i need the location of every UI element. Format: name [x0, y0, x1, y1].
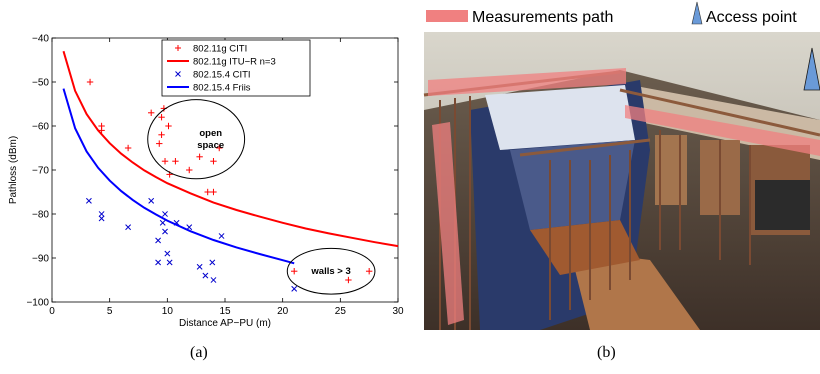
access-point-legend-icon — [691, 1, 703, 25]
annotation-text: walls > 3 — [310, 266, 350, 277]
plus-marker — [210, 158, 217, 165]
plus-marker — [365, 268, 373, 275]
y-tick-label: −100 — [26, 298, 49, 309]
plus-marker — [291, 268, 298, 275]
x-marker — [196, 263, 203, 270]
y-tick-label: −70 — [32, 166, 49, 177]
marker-stroke — [98, 211, 105, 217]
marker-stroke — [218, 233, 225, 239]
panel-b-caption: (b) — [597, 344, 616, 361]
x-marker — [155, 237, 162, 244]
marker-stroke — [148, 197, 155, 204]
plus-marker — [158, 131, 165, 138]
plus-marker — [86, 78, 94, 86]
x-marker — [218, 233, 225, 239]
x-marker — [209, 259, 216, 266]
x-marker — [98, 215, 105, 222]
x-marker — [98, 211, 105, 217]
y-tick-label: −50 — [32, 78, 49, 89]
plus-marker — [204, 188, 211, 196]
x-marker — [148, 197, 155, 204]
marker-stroke — [155, 259, 162, 266]
legend-entry: 802.15.4 CITI — [193, 70, 251, 81]
plus-marker — [156, 140, 163, 147]
plus-marker — [172, 158, 179, 165]
x-tick-label: 10 — [162, 306, 174, 317]
marker-stroke — [196, 263, 203, 270]
x-tick-label: 30 — [392, 306, 404, 317]
legend-entry: 802.15.4 Friis — [193, 83, 251, 94]
plus-marker — [196, 153, 203, 160]
y-tick-label: −80 — [32, 210, 49, 221]
x-tick-label: 15 — [219, 306, 231, 317]
marker-stroke — [210, 277, 217, 283]
x-marker — [155, 259, 162, 266]
marker-stroke — [162, 211, 168, 217]
plus-marker — [345, 276, 352, 284]
plus-marker — [124, 144, 132, 152]
plus-marker — [186, 166, 193, 174]
x-tick-label: 20 — [277, 306, 289, 317]
access-point-icon — [803, 47, 820, 91]
legend-entry: 802.11g ITU−R n=3 — [193, 57, 276, 68]
measurement-paths — [428, 68, 820, 325]
x-marker — [162, 211, 168, 217]
measurement-path-label: Measurements path — [472, 9, 613, 26]
access-point-label: Access point — [706, 9, 797, 26]
plus-marker — [98, 127, 105, 134]
legend-entry: 802.11g CITI — [193, 44, 247, 55]
plus-marker — [161, 158, 169, 165]
pathloss-chart: 0 5 10 15 20 25 30 −100 −90 −80 −70 −60 −50 −40 Distan… — [8, 34, 404, 330]
annotation-ellipse — [147, 99, 246, 180]
y-axis-label: Pathloss (dBm) — [8, 136, 19, 204]
panel-a-caption: (a) — [190, 344, 208, 361]
x-marker — [85, 197, 92, 204]
x-marker — [125, 224, 132, 231]
marker-stroke — [85, 197, 92, 204]
annotation-text: open — [199, 128, 222, 139]
marker-stroke — [166, 259, 173, 266]
plus-marker — [165, 122, 172, 130]
x-marker — [202, 272, 209, 279]
x-marker — [291, 285, 298, 292]
marker-stroke — [159, 219, 166, 226]
x-tick-label: 5 — [107, 306, 113, 317]
measurement-path-swatch — [426, 10, 468, 22]
legend-x-swatch — [175, 71, 181, 77]
marker-stroke — [98, 215, 105, 222]
marker-stroke — [202, 272, 209, 279]
marker-stroke — [209, 259, 216, 266]
x-marker — [162, 228, 168, 235]
y-tick-label: −90 — [32, 254, 49, 265]
marker-stroke — [155, 237, 162, 244]
y-tick-label: −60 — [32, 122, 49, 133]
x-tick-label: 0 — [49, 306, 55, 317]
marker-stroke — [125, 224, 132, 231]
x-axis-label: Distance AP−PU (m) — [179, 318, 271, 329]
marker-stroke — [164, 250, 171, 257]
x-marker — [166, 259, 173, 266]
plus-marker — [210, 188, 217, 196]
marker-stroke — [162, 228, 168, 235]
x-marker — [210, 277, 217, 283]
x-marker — [159, 219, 166, 226]
x-tick-label: 25 — [335, 306, 347, 317]
annotation-text: space — [197, 140, 224, 151]
photo-panel: Measurements path Access point — [423, 1, 820, 330]
y-tick-label: −40 — [32, 34, 49, 45]
plot-series — [62, 50, 399, 292]
series-line — [62, 88, 295, 265]
marker-stroke — [291, 285, 298, 292]
plus-marker — [216, 144, 223, 152]
plus-marker — [147, 109, 155, 116]
series-line — [62, 50, 399, 248]
annotation-ellipse — [286, 247, 376, 295]
x-marker — [164, 250, 171, 257]
plus-marker — [158, 114, 165, 121]
